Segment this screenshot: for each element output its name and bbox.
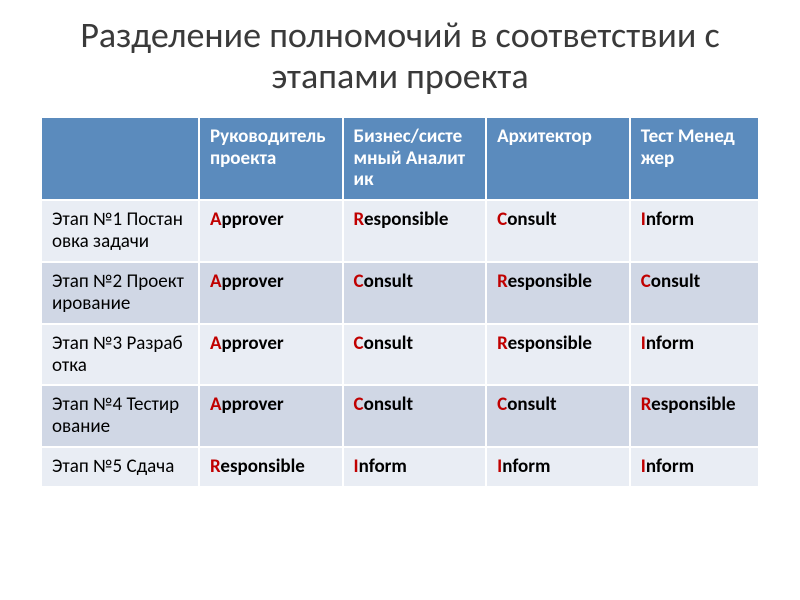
col-header-testmgr: Тест Менеджер xyxy=(630,117,759,201)
raci-rest: nform xyxy=(359,455,407,478)
raci-first-letter: C xyxy=(641,270,651,293)
raci-first-letter: C xyxy=(497,208,507,231)
col-header-analyst: Бизнес/системный Аналитик xyxy=(343,117,487,201)
raci-rest: pprover xyxy=(221,393,283,416)
raci-cell: Inform xyxy=(343,447,487,487)
raci-cell: Inform xyxy=(486,447,630,487)
raci-first-letter: A xyxy=(210,332,222,355)
raci-first-letter: R xyxy=(497,332,507,355)
raci-first-letter: C xyxy=(497,393,507,416)
stage-cell: Этап №2 Проектирование xyxy=(41,262,199,324)
raci-rest: nform xyxy=(502,455,550,478)
raci-first-letter: C xyxy=(354,332,364,355)
raci-cell: Responsible xyxy=(630,385,759,447)
raci-rest: nform xyxy=(646,208,694,231)
raci-first-letter: R xyxy=(641,393,651,416)
raci-rest: esponsible xyxy=(364,208,448,231)
raci-rest: esponsible xyxy=(508,332,592,355)
raci-rest: onsult xyxy=(364,332,413,355)
raci-rest: esponsible xyxy=(508,270,592,293)
stage-cell: Этап №5 Сдача xyxy=(41,447,199,487)
raci-first-letter: R xyxy=(210,455,220,478)
raci-cell: Responsible xyxy=(199,447,343,487)
table-row: Этап №4 Тестирование Approver Consult Co… xyxy=(41,385,759,447)
table-row: Этап №1 Постановка задачи Approver Respo… xyxy=(41,200,759,262)
raci-rest: esponsible xyxy=(220,455,304,478)
raci-rest: onsult xyxy=(507,208,556,231)
raci-cell: Inform xyxy=(630,200,759,262)
raci-cell: Consult xyxy=(343,262,487,324)
raci-rest: esponsible xyxy=(651,393,735,416)
stage-cell: Этап №1 Постановка задачи xyxy=(41,200,199,262)
raci-cell: Responsible xyxy=(486,324,630,386)
raci-table: Руководитель проекта Бизнес/системный Ан… xyxy=(40,116,760,488)
col-header-pm: Руководитель проекта xyxy=(199,117,343,201)
stage-cell: Этап №4 Тестирование xyxy=(41,385,199,447)
raci-cell: Responsible xyxy=(343,200,487,262)
raci-cell: Consult xyxy=(343,324,487,386)
col-header-architect: Архитектор xyxy=(486,117,630,201)
raci-rest: pprover xyxy=(221,332,283,355)
stage-cell: Этап №3 Разработка xyxy=(41,324,199,386)
raci-rest: pprover xyxy=(221,270,283,293)
raci-cell: Responsible xyxy=(486,262,630,324)
header-row: Руководитель проекта Бизнес/системный Ан… xyxy=(41,117,759,201)
raci-first-letter: R xyxy=(497,270,507,293)
table-row: Этап №2 Проектирование Approver Consult … xyxy=(41,262,759,324)
col-header-empty xyxy=(41,117,199,201)
raci-cell: Consult xyxy=(343,385,487,447)
raci-first-letter: A xyxy=(210,208,222,231)
raci-first-letter: C xyxy=(354,393,364,416)
raci-rest: nform xyxy=(646,455,694,478)
raci-first-letter: A xyxy=(210,393,222,416)
table-row: Этап №3 Разработка Approver Consult Resp… xyxy=(41,324,759,386)
raci-rest: onsult xyxy=(507,393,556,416)
raci-cell: Approver xyxy=(199,200,343,262)
raci-rest: onsult xyxy=(364,393,413,416)
raci-cell: Approver xyxy=(199,262,343,324)
raci-cell: Approver xyxy=(199,385,343,447)
raci-cell: Consult xyxy=(630,262,759,324)
raci-first-letter: C xyxy=(354,270,364,293)
raci-first-letter: R xyxy=(354,208,364,231)
raci-rest: pprover xyxy=(221,208,283,231)
table-row: Этап №5 Сдача Responsible Inform Inform … xyxy=(41,447,759,487)
raci-cell: Consult xyxy=(486,385,630,447)
page-title: Разделение полномочий в соответствии с э… xyxy=(40,15,760,98)
raci-rest: nform xyxy=(646,332,694,355)
raci-rest: onsult xyxy=(651,270,700,293)
raci-cell: Consult xyxy=(486,200,630,262)
raci-first-letter: A xyxy=(210,270,222,293)
raci-cell: Inform xyxy=(630,447,759,487)
raci-rest: onsult xyxy=(364,270,413,293)
raci-cell: Inform xyxy=(630,324,759,386)
raci-cell: Approver xyxy=(199,324,343,386)
